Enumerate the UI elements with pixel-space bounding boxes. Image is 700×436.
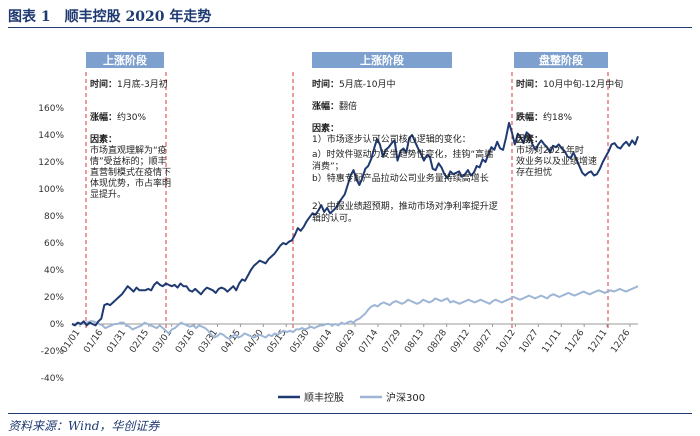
y-tick-label: 0% <box>50 320 65 330</box>
phase2-title: 上涨阶段 <box>360 53 404 67</box>
series-line-hs300 <box>72 285 639 340</box>
legend-label-sf: 顺丰控股 <box>304 391 344 404</box>
phase3-change-value: 约18% <box>543 111 572 123</box>
x-tick-label: 09/12 <box>449 328 472 355</box>
phase3-annotation: 时间：10月中旬-12月中旬 跌幅：约18% 因素： 市场对2021年时效业务以… <box>516 78 623 178</box>
phase1-time-value: 1月底-3月初 <box>117 78 168 90</box>
legend-label-hs300: 沪深300 <box>386 391 425 404</box>
phase1-annotation: 时间：1月底-3月初 涨幅：约30% 因素： 市场直观理解为“疫情”受益标的；顺… <box>90 78 171 200</box>
phase3-time-value: 10月中旬-12月中旬 <box>543 78 623 90</box>
x-tick-label: 12/11 <box>586 328 609 355</box>
phase3-change-label: 跌幅： <box>516 111 543 123</box>
x-tick-label: 07/29 <box>380 328 403 355</box>
phase2-reason-line: 2）中报业绩超预期，推动市场对净利率提升逻辑的认可。 <box>312 200 498 224</box>
x-tick-label: 12/26 <box>609 328 632 355</box>
phase2-annotation: 时间：5月底-10月中 涨幅：翻倍 因素： 1）市场逐步认可公司核心逻辑的变化：… <box>312 78 498 224</box>
x-tick-label: 04/15 <box>220 328 243 355</box>
x-tick-label: 06/14 <box>311 328 334 355</box>
svg-text:时间：10月中旬-12月中旬: 时间：10月中旬-12月中旬 <box>516 78 623 90</box>
y-tick-label: 100% <box>38 185 64 195</box>
y-tick-label: 40% <box>44 266 64 276</box>
y-tick-label: -40% <box>41 374 65 384</box>
phase3-reason-label: 因素： <box>516 133 543 145</box>
phase2-reason-line: b）特惠专配产品拉动公司业务量持续高增长 <box>312 172 489 184</box>
x-tick-label: 03/16 <box>174 328 197 355</box>
x-tick-label: 02/15 <box>128 328 151 355</box>
phase2-banner <box>312 52 452 68</box>
svg-text:涨幅：翻倍: 涨幅：翻倍 <box>312 100 357 112</box>
phase2-reason-line: 1）市场逐步认可公司核心逻辑的变化： <box>312 133 471 145</box>
phase3-title: 盘整阶段 <box>539 53 583 67</box>
legend: 顺丰控股 沪深300 <box>278 391 425 404</box>
phase1-banner <box>86 52 164 68</box>
y-tick-label: -20% <box>41 347 65 357</box>
x-tick-label: 09/27 <box>472 328 495 355</box>
phase2-reason-label: 因素： <box>312 122 339 134</box>
phase3-time-label: 时间： <box>516 78 543 90</box>
figure-title: 图表 1 顺丰控股 2020 年走势 <box>8 9 212 25</box>
x-tick-label: 08/13 <box>403 328 426 355</box>
phase1-reason-label: 因素： <box>90 133 117 145</box>
phase2-change-value: 翻倍 <box>339 100 357 112</box>
svg-text:时间：5月底-10月中: 时间：5月底-10月中 <box>312 78 395 90</box>
y-tick-label: 140% <box>38 131 64 141</box>
phase1-title: 上涨阶段 <box>103 53 147 67</box>
x-tick-label: 01/16 <box>82 328 105 355</box>
source-rule <box>8 413 692 414</box>
phase2-change-label: 涨幅： <box>312 100 339 112</box>
y-tick-label: 160% <box>38 104 64 114</box>
phase2-reason-line: a）时效件驱动力发生趋势性变化，挂钩“高端消费”； <box>312 148 493 172</box>
phase1-change-label: 涨幅： <box>90 111 117 123</box>
series-line-sf <box>71 121 639 327</box>
y-tick-label: 60% <box>44 239 64 249</box>
phase3-reason-text: 市场对2021年时效业务以及业绩增速存在担忧 <box>516 144 597 178</box>
y-tick-label: 80% <box>44 212 64 222</box>
svg-text:跌幅：约18%: 跌幅：约18% <box>516 111 572 123</box>
x-tick-label: 11/26 <box>564 328 587 355</box>
x-tick-label: 08/28 <box>426 328 449 355</box>
svg-text:时间：1月底-3月初: 时间：1月底-3月初 <box>90 78 168 90</box>
svg-text:涨幅：约30%: 涨幅：约30% <box>90 111 146 123</box>
x-tick-label: 06/29 <box>334 328 357 355</box>
phase2-time-value: 5月底-10月中 <box>339 78 395 90</box>
phase3-banner <box>514 52 608 68</box>
x-tick-label: 01/31 <box>105 328 128 355</box>
x-tick-label: 11/11 <box>541 328 564 355</box>
x-tick-label: 01/01 <box>59 328 82 355</box>
x-tick-label: 10/27 <box>518 328 541 355</box>
source-note: 资料来源：Wind，华创证券 <box>8 419 160 433</box>
x-tick-label: 07/14 <box>357 328 380 355</box>
y-tick-label: 20% <box>44 293 64 303</box>
x-tick-label: 04/30 <box>243 328 266 355</box>
phase1-reason-text: 市场直观理解为“疫情”受益标的；顺丰直营制模式在疫情下体现优势，市占率明显提升。 <box>90 144 171 200</box>
title-rule <box>8 27 692 28</box>
y-tick-label: 120% <box>38 158 64 168</box>
phase2-time-label: 时间： <box>312 78 339 90</box>
phase1-time-label: 时间： <box>90 78 117 90</box>
phase1-change-value: 约30% <box>117 111 146 123</box>
x-tick-label: 10/12 <box>495 328 518 355</box>
